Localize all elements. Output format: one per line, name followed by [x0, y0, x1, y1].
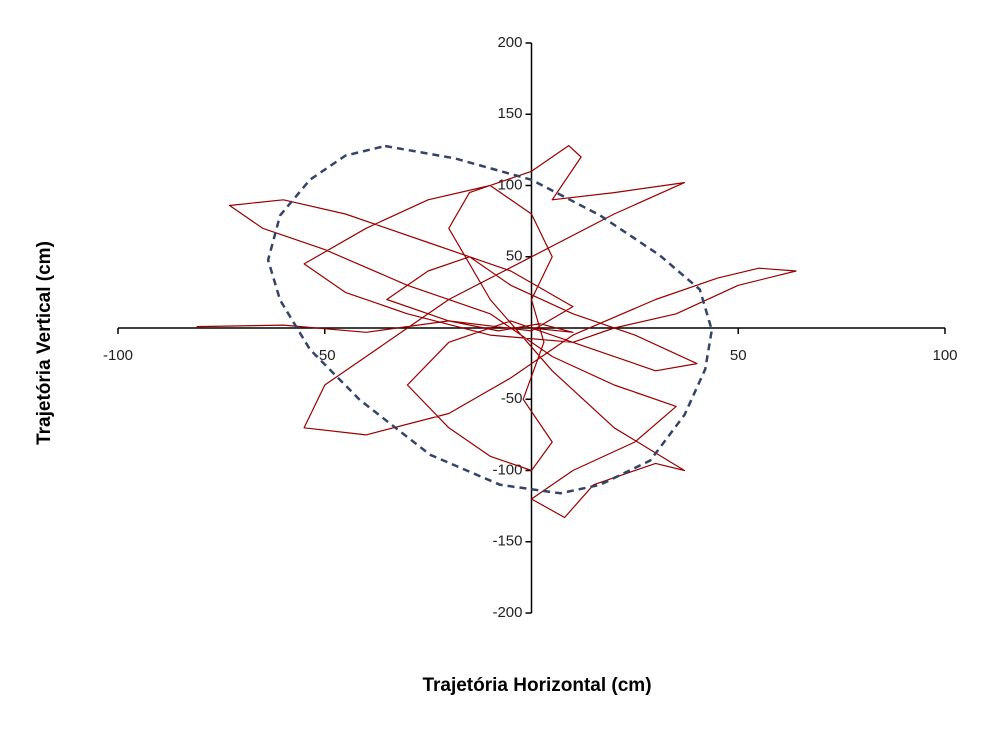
y-tick-label: 50 [506, 248, 523, 265]
ellipse [266, 144, 714, 495]
x-tick-label: 100 [932, 347, 957, 364]
y-tick-label: -50 [501, 390, 523, 407]
y-tick-label: -100 [492, 461, 522, 478]
y-tick-label: 200 [497, 34, 522, 51]
y-tick-label: -200 [492, 604, 522, 621]
y-tick-label: 150 [497, 105, 522, 122]
y-tick-label: -150 [492, 533, 522, 550]
x-axis-title: Trajetória Horizontal (cm) [422, 675, 651, 696]
x-tick-label: -100 [103, 347, 133, 364]
y-axis-title: Trajetória Vertical (cm) [34, 241, 55, 445]
x-tick-label: 50 [730, 347, 747, 364]
x-tick-label: -50 [314, 347, 336, 364]
trajectory [196, 145, 797, 519]
